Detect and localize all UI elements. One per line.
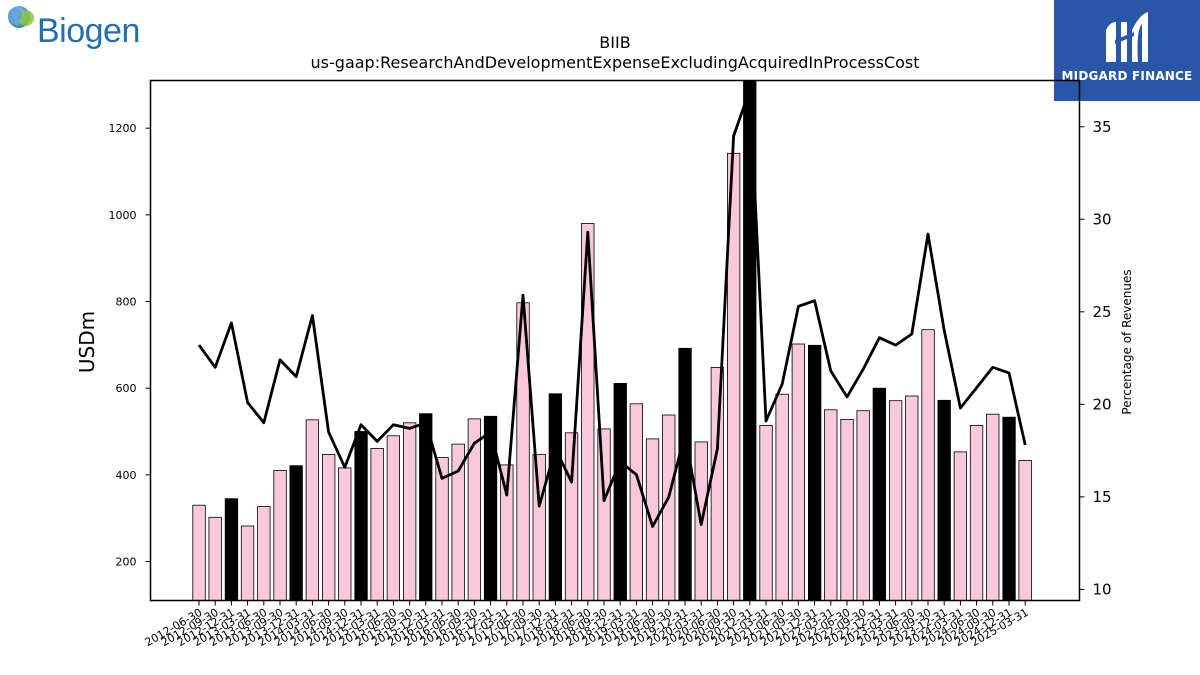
biogen-globe-icon [8, 6, 34, 28]
bar-2023-12-31 [937, 399, 951, 601]
bar-2018-09-30 [597, 428, 611, 601]
bar-2013-03-31 [240, 525, 255, 601]
y2-axis-label: Percentage of Revenues [1120, 269, 1134, 414]
bar-2020-12-31 [743, 80, 757, 601]
chart-title: BIIB [599, 33, 630, 52]
bar-2022-03-31 [824, 409, 838, 601]
y-tick-label: 800 [116, 296, 137, 309]
bar-2013-09-30 [273, 470, 287, 601]
y-axis-label: USDm [75, 311, 99, 373]
bar-2021-03-31 [759, 424, 773, 601]
y2-tick-label: 35 [1093, 118, 1112, 136]
y2-tick-label: 20 [1093, 395, 1112, 413]
bar-2024-09-30 [986, 413, 1000, 601]
bars [192, 80, 1032, 601]
bar-2016-09-30 [467, 418, 482, 601]
biogen-logo: Biogen [4, 4, 154, 54]
y-tick-label: 1200 [109, 122, 137, 135]
bar-2019-03-31 [629, 403, 643, 601]
chart-subtitle: us-gaap:ResearchAndDevelopmentExpenseExc… [311, 53, 920, 72]
bar-2022-06-30 [840, 418, 854, 601]
bar-2016-03-31 [435, 457, 449, 601]
bar-2012-12-31 [224, 498, 239, 601]
revenue-percentage-line [197, 88, 1027, 528]
bar-2015-06-30 [386, 435, 401, 601]
bar-2021-06-30 [775, 393, 789, 601]
y-axis-ticks: 200 400 600 800 1000 1200 [109, 122, 151, 569]
bar-2013-06-30 [257, 506, 271, 601]
x-axis-ticks: 2012-06-302012-09-302012-12-312013-03-31… [143, 600, 1031, 649]
bar-2021-12-31 [808, 344, 822, 601]
bar-2014-06-30 [321, 454, 336, 601]
revenue-percentage-polyline [197, 88, 1027, 528]
y-tick-label: 200 [116, 556, 137, 569]
bar-2022-12-31 [872, 387, 886, 601]
bar-2024-12-31 [1002, 416, 1016, 601]
biogen-wordmark: Biogen [37, 12, 140, 50]
bar-2017-09-30 [532, 454, 546, 601]
bar-2020-06-30 [710, 366, 724, 601]
bar-2023-03-31 [889, 400, 903, 601]
bar-2024-03-31 [953, 451, 967, 601]
bar-2015-12-31 [419, 413, 433, 601]
bar-2014-03-31 [305, 419, 320, 601]
bar-2012-09-30 [208, 516, 222, 601]
bar-2025-03-31 [1018, 460, 1032, 601]
bar-2022-09-30 [856, 410, 870, 601]
bar-2018-12-31 [613, 382, 627, 601]
midgard-finance-logo: MIDGARD FINANCE [1054, 0, 1200, 101]
bar-2015-09-30 [402, 422, 417, 601]
bar-2024-06-30 [969, 424, 984, 601]
bar-2014-09-30 [338, 467, 352, 601]
plot-frame [149, 79, 1081, 602]
y2-axis-ticks: 10 15 20 25 30 35 [1079, 118, 1112, 598]
y2-tick-label: 25 [1093, 303, 1112, 321]
bar-2018-06-30 [581, 223, 595, 601]
bar-2019-06-30 [645, 438, 660, 601]
bar-2012-06-30 [192, 504, 206, 601]
bar-2018-03-31 [564, 432, 579, 601]
bar-2017-12-31 [548, 393, 562, 601]
y-tick-label: 400 [116, 469, 137, 482]
bar-2017-03-31 [500, 464, 514, 601]
bar-2021-09-30 [791, 343, 805, 601]
bar-2014-12-31 [354, 431, 368, 601]
y-tick-label: 600 [116, 382, 137, 395]
bar-2023-06-30 [905, 395, 919, 601]
bar-2016-06-30 [451, 443, 465, 601]
bar-2013-12-31 [289, 465, 303, 601]
bar-2015-03-31 [370, 447, 384, 601]
y2-tick-label: 10 [1093, 580, 1112, 598]
bar-2023-09-30 [921, 329, 935, 601]
midgard-wordmark: MIDGARD FINANCE [1061, 69, 1193, 83]
y2-tick-label: 15 [1093, 488, 1112, 506]
y-tick-label: 1000 [109, 209, 137, 222]
bar-2019-12-31 [678, 347, 692, 601]
midgard-emblem-icon [1106, 12, 1148, 62]
y2-tick-label: 30 [1093, 210, 1112, 228]
